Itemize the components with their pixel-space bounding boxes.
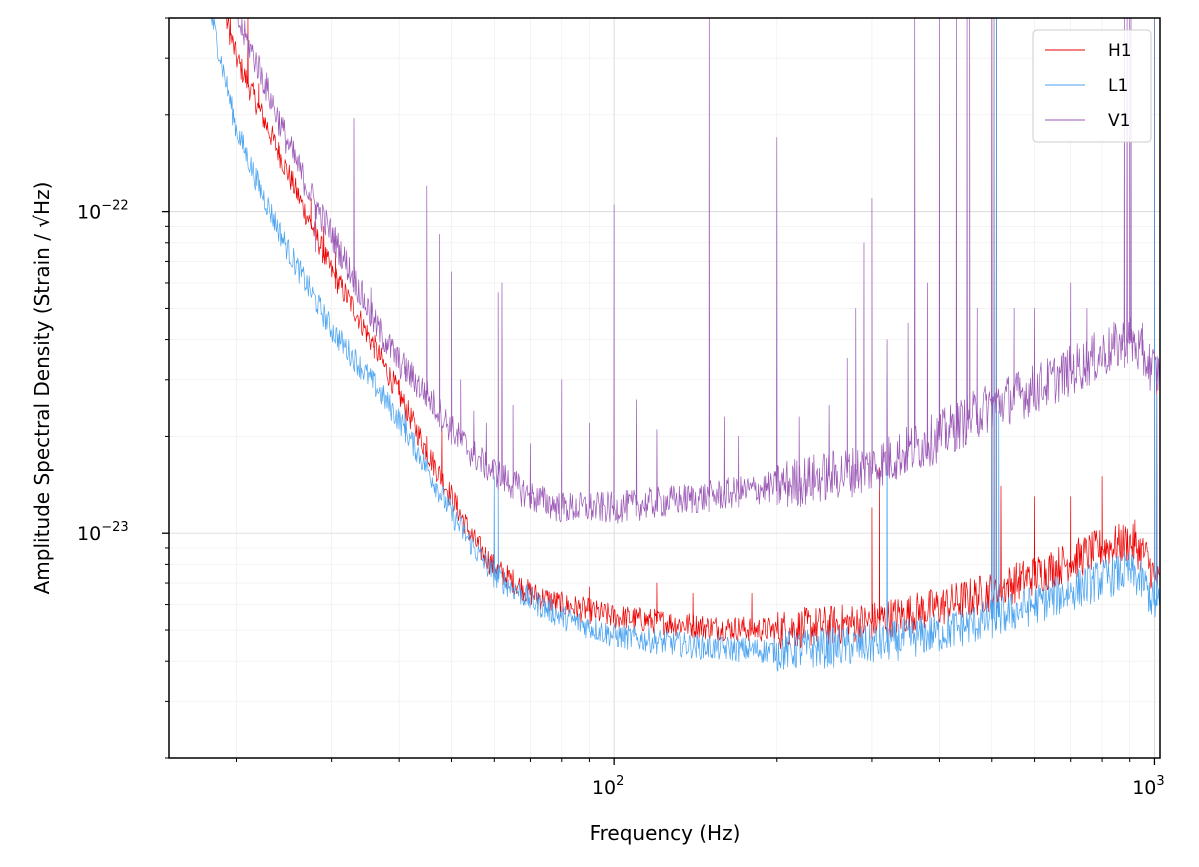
- legend-label-l1: L1: [1108, 76, 1128, 96]
- ticks: 102 103 10−22 10−23: [77, 17, 1165, 799]
- series-layer: [211, 18, 1160, 672]
- x-tick-label: 102: [592, 774, 624, 799]
- y-axis-label: Amplitude Spectral Density (Strain / √Hz…: [30, 182, 54, 595]
- y-tick-label: 10−23: [77, 520, 129, 545]
- series-line-v1: [237, 18, 1160, 524]
- legend-label-v1: V1: [1108, 111, 1130, 131]
- series-line-l1: [211, 18, 1160, 672]
- plot-frame: [168, 17, 1161, 759]
- legend-box: [1032, 29, 1152, 143]
- legend-label-h1: H1: [1108, 41, 1132, 61]
- x-tick-label: 103: [1132, 774, 1164, 799]
- x-axis-label: Frequency (Hz): [590, 821, 741, 845]
- y-tick-label: 10−22: [77, 199, 129, 224]
- legend: H1 L1 V1: [1032, 29, 1152, 143]
